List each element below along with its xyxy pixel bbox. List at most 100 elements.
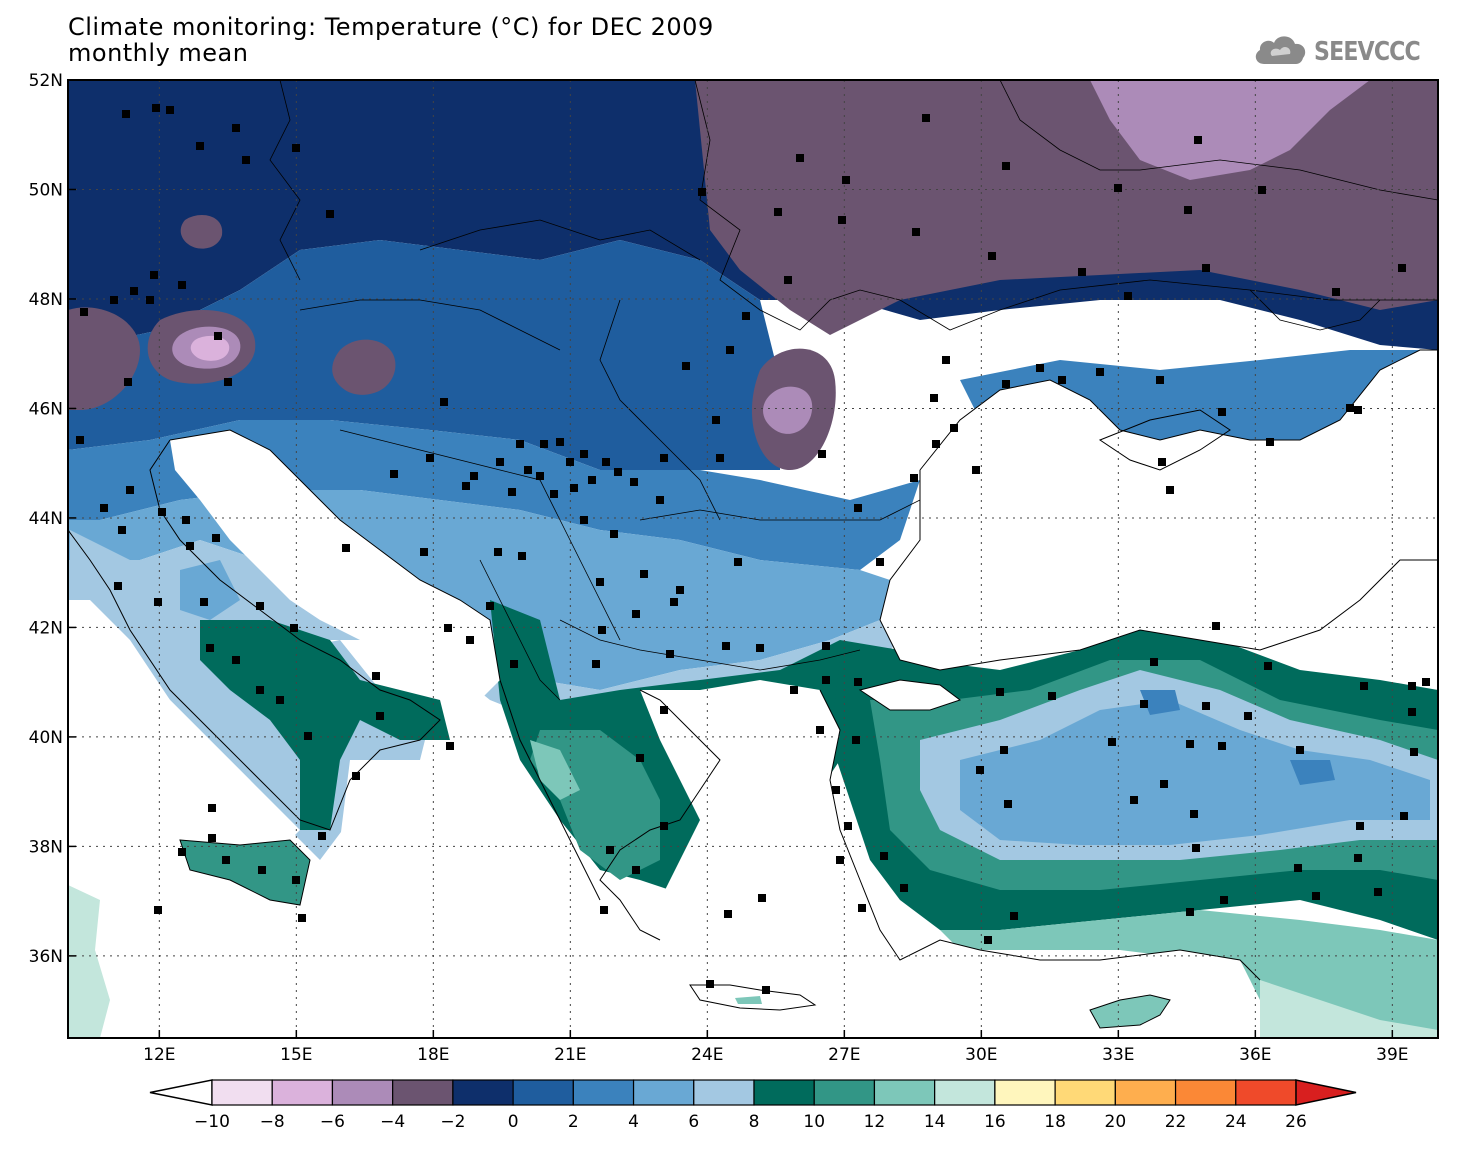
station-marker (80, 308, 88, 316)
station-marker (666, 650, 674, 658)
station-marker (712, 416, 720, 424)
station-marker (1356, 822, 1364, 830)
station-marker (516, 440, 524, 448)
legend-label: −6 (320, 1112, 345, 1132)
station-marker (1202, 264, 1210, 272)
station-marker (100, 504, 108, 512)
station-marker (900, 884, 908, 892)
legend-label: 0 (508, 1112, 519, 1132)
lon-tick-label: 18E (417, 1045, 449, 1065)
station-marker (762, 986, 770, 994)
station-marker (298, 914, 306, 922)
temp-band-4-turkey (1140, 690, 1335, 785)
station-marker (758, 894, 766, 902)
lon-tick-labels: 12E 15E 18E 21E 24E 27E 30E 33E 36E 39E (143, 1030, 1409, 1065)
legend-label: −10 (194, 1112, 230, 1132)
lat-tick-label: 50N (29, 180, 63, 200)
station-marker (154, 598, 162, 606)
black-sea (880, 350, 1438, 670)
station-marker (630, 478, 638, 486)
station-marker (146, 296, 154, 304)
cold-center-alps-west (68, 307, 140, 410)
temperature-field (68, 80, 1438, 1038)
station-marker (446, 742, 454, 750)
station-marker (1264, 662, 1272, 670)
lat-tick-labels: 52N 50N 48N 46N 44N 42N 40N 38N 36N (29, 71, 76, 967)
lat-tick-label: 40N (29, 728, 63, 748)
station-marker (880, 852, 888, 860)
station-marker (486, 602, 494, 610)
station-marker (600, 906, 608, 914)
legend-label: 14 (924, 1112, 946, 1132)
station-marker (524, 466, 532, 474)
legend-swatch (873, 1079, 936, 1106)
legend-label: 10 (803, 1112, 825, 1132)
color-legend-labels: −10 −8 −6 −4 −2 0 2 4 6 8 10 12 14 16 18 20 22 24 26 (194, 1112, 1307, 1132)
legend-label: 8 (749, 1112, 760, 1132)
lon-tick-label: 27E (828, 1045, 860, 1065)
station-marker (1244, 712, 1252, 720)
cyprus-island (1089, 994, 1171, 1029)
seevccc-logo: SEEVCCC (1252, 30, 1439, 74)
station-marker (636, 754, 644, 762)
station-marker (588, 476, 596, 484)
station-marker (580, 516, 588, 524)
station-marker (610, 530, 618, 538)
station-marker (1078, 268, 1086, 276)
station-marker (1258, 186, 1266, 194)
station-marker (912, 228, 920, 236)
station-marker (722, 642, 730, 650)
station-marker (276, 696, 284, 704)
station-marker (318, 832, 326, 840)
station-marker (426, 454, 434, 462)
cold-center-carpathians-inner (763, 386, 813, 434)
station-marker (1096, 368, 1104, 376)
cold-center-alps-core (190, 335, 230, 361)
station-marker (118, 526, 126, 534)
legend-swatch (1054, 1079, 1116, 1106)
station-marker (932, 440, 940, 448)
legend-label: 22 (1165, 1112, 1187, 1132)
station-marker (1124, 292, 1132, 300)
station-marker (876, 558, 884, 566)
station-marker (182, 516, 190, 524)
station-marker (178, 281, 186, 289)
lon-tick-label: 21E (554, 1045, 586, 1065)
station-marker (150, 271, 158, 279)
station-marker (256, 686, 264, 694)
station-marker (326, 210, 334, 218)
coastlines-borders (68, 80, 1438, 981)
station-marker (1408, 682, 1416, 690)
station-marker (540, 440, 548, 448)
station-marker (1190, 810, 1198, 818)
station-marker (854, 504, 862, 512)
crete-patch (735, 996, 762, 1004)
lon-tick-label: 24E (691, 1045, 723, 1065)
station-marker (1160, 780, 1168, 788)
legend-low-end-triangle (149, 1079, 213, 1106)
legend-label: 20 (1105, 1112, 1127, 1132)
station-marker (1186, 908, 1194, 916)
legend-label: 24 (1225, 1112, 1247, 1132)
legend-high-end-triangle (1295, 1079, 1357, 1106)
station-marker (178, 848, 186, 856)
legend-swatch (211, 1079, 273, 1106)
station-marker (440, 398, 448, 406)
logo-text: SEEVCCC (1314, 37, 1421, 67)
station-marker (910, 474, 918, 482)
station-marker (706, 980, 714, 988)
lon-tick-label: 15E (280, 1045, 312, 1065)
legend-swatch (934, 1079, 996, 1106)
station-marker (470, 472, 478, 480)
station-marker (1002, 162, 1010, 170)
temp-band-6-turkey (960, 700, 1430, 845)
station-marker (342, 544, 350, 552)
station-marker (984, 936, 992, 944)
station-marker (206, 644, 214, 652)
station-marker (1108, 738, 1116, 746)
lat-tick-label: 42N (29, 618, 63, 638)
station-marker (1410, 748, 1418, 756)
station-marker (1150, 658, 1158, 666)
station-marker (570, 484, 578, 492)
station-marker (550, 490, 558, 498)
